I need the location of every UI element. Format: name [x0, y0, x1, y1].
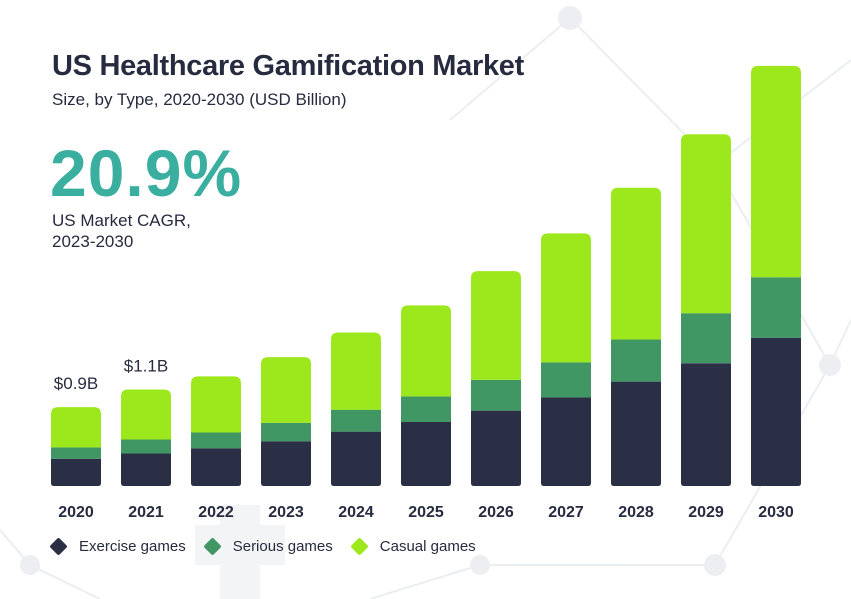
bar-casual-games-2024: [331, 332, 381, 410]
x-tick-label-2024: 2024: [338, 504, 374, 521]
x-tick-label-2022: 2022: [198, 504, 234, 521]
x-tick-label-2023: 2023: [268, 504, 304, 521]
bar-exercise-games-2028: [611, 381, 661, 486]
bar-serious-games-2020: [51, 447, 101, 459]
legend-marker-serious: [203, 537, 222, 556]
x-tick-label-2030: 2030: [758, 504, 794, 521]
bar-serious-games-2029: [681, 313, 731, 364]
bar-exercise-games-2025: [401, 421, 451, 486]
x-tick-label-2027: 2027: [548, 504, 584, 521]
bar-serious-games-2024: [331, 409, 381, 432]
bar-casual-games-2030: [751, 65, 801, 278]
bar-serious-games-2023: [261, 422, 311, 442]
bar-exercise-games-2022: [191, 448, 241, 486]
legend-marker-casual: [350, 537, 369, 556]
bar-serious-games-2025: [401, 396, 451, 422]
bar-casual-games-2029: [681, 134, 731, 314]
bar-serious-games-2030: [751, 277, 801, 338]
legend-marker-exercise: [49, 537, 68, 556]
bar-exercise-games-2023: [261, 441, 311, 486]
legend-label-casual: Casual games: [379, 538, 476, 555]
x-tick-label-2028: 2028: [618, 504, 654, 521]
bar-serious-games-2022: [191, 432, 241, 449]
data-label-2021: $1.1B: [124, 357, 168, 376]
legend-item-exercise: Exercise games: [49, 537, 186, 556]
bar-casual-games-2022: [191, 376, 241, 433]
bar-exercise-games-2024: [331, 431, 381, 486]
bar-exercise-games-2030: [751, 337, 801, 486]
bar-serious-games-2028: [611, 339, 661, 382]
chart-subtitle: Size, by Type, 2020-2030 (USD Billion): [52, 90, 347, 109]
bar-exercise-games-2027: [541, 397, 591, 486]
x-tick-label-2029: 2029: [688, 504, 724, 521]
bar-exercise-games-2029: [681, 363, 731, 486]
bar-serious-games-2026: [471, 379, 521, 411]
chart-legend: Exercise games Serious games Casual game…: [49, 537, 496, 556]
bar-casual-games-2025: [401, 305, 451, 397]
bar-serious-games-2021: [121, 439, 171, 454]
x-tick-label-2025: 2025: [408, 504, 444, 521]
bar-exercise-games-2020: [51, 458, 101, 486]
bar-casual-games-2027: [541, 233, 591, 363]
legend-item-casual: Casual games: [350, 537, 476, 556]
bar-serious-games-2027: [541, 362, 591, 398]
x-tick-label-2020: 2020: [58, 504, 94, 521]
bar-casual-games-2023: [261, 357, 311, 423]
legend-item-serious: Serious games: [203, 537, 333, 556]
bar-casual-games-2028: [611, 187, 661, 340]
cagr-value: 20.9%: [50, 136, 243, 210]
cagr-label-line-1: US Market CAGR,: [52, 211, 191, 230]
legend-label-serious: Serious games: [232, 538, 333, 555]
bar-casual-games-2020: [51, 407, 101, 448]
cagr-label: US Market CAGR, 2023-2030: [52, 210, 191, 252]
bar-casual-games-2026: [471, 271, 521, 380]
cagr-label-line-2: 2023-2030: [52, 232, 134, 251]
chart-title: US Healthcare Gamification Market: [52, 50, 524, 82]
legend-label-exercise: Exercise games: [79, 538, 186, 555]
x-tick-label-2026: 2026: [478, 504, 514, 521]
x-tick-label-2021: 2021: [128, 504, 164, 521]
bar-casual-games-2021: [121, 389, 171, 440]
data-label-2020: $0.9B: [54, 374, 98, 393]
bar-exercise-games-2026: [471, 410, 521, 486]
bar-exercise-games-2021: [121, 453, 171, 486]
